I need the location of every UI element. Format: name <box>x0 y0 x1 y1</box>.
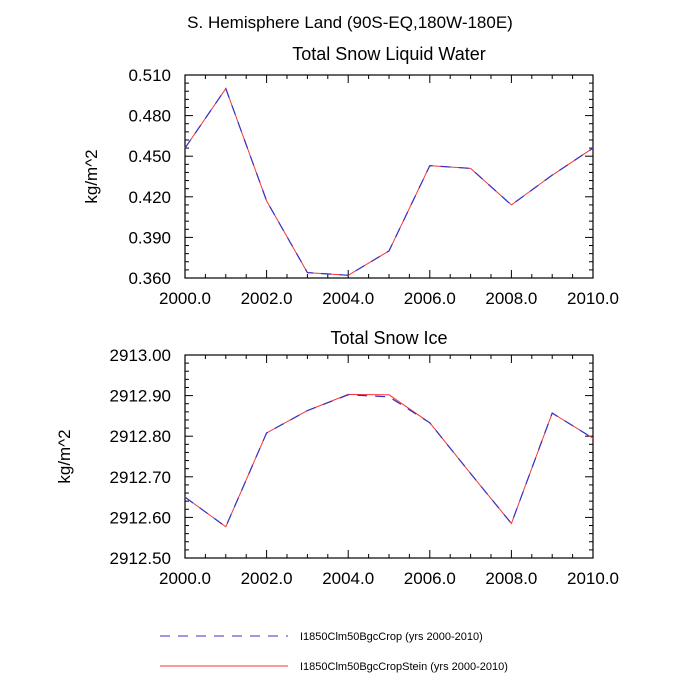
x-tick-label: 2002.0 <box>241 289 293 308</box>
y-tick-label: 2912.80 <box>110 427 171 446</box>
x-tick-label: 2006.0 <box>404 569 456 588</box>
series-line-crop <box>184 394 594 528</box>
plot-frame <box>184 74 594 279</box>
y-tick-label: 0.390 <box>128 228 171 247</box>
figure-title: S. Hemisphere Land (90S-EQ,180W-180E) <box>187 13 513 32</box>
panel-title: Total Snow Ice <box>330 328 447 348</box>
panel-snow-ice: Total Snow Ice kg/m^2 2000.0 2002.0 2004.0 20… <box>55 328 619 588</box>
x-tick-label: 2010.0 <box>567 569 619 588</box>
legend-label-crop: I1850Clm50BgcCrop (yrs 2000-2010) <box>300 631 483 643</box>
y-tick-label: 2912.50 <box>110 549 171 568</box>
y-tick-label: 2913.00 <box>110 346 171 365</box>
x-tick-label: 2004.0 <box>322 289 374 308</box>
x-tick-label: 2000.0 <box>159 289 211 308</box>
y-tick-label: 2912.90 <box>110 387 171 406</box>
y-tick-label: 2912.70 <box>110 468 171 487</box>
x-tick-label: 2008.0 <box>485 569 537 588</box>
series-line-crop <box>184 87 594 276</box>
x-tick-label: 2002.0 <box>241 569 293 588</box>
panel-title: Total Snow Liquid Water <box>292 44 485 64</box>
panel-snow-liquid-water: Total Snow Liquid Water kg/m^2 2000.0 2002.… <box>82 44 619 308</box>
x-tick-label: 2006.0 <box>404 289 456 308</box>
x-tick-label: 2004.0 <box>322 569 374 588</box>
y-axis-label: kg/m^2 <box>82 149 101 203</box>
y-tick-label: 0.480 <box>128 107 171 126</box>
y-tick-label: 2912.60 <box>110 508 171 527</box>
y-tick-label: 0.450 <box>128 147 171 166</box>
y-tick-label: 0.420 <box>128 188 171 207</box>
legend: I1850Clm50BgcCrop (yrs 2000-2010) I1850C… <box>160 631 508 673</box>
series-line-cropstein <box>184 393 594 528</box>
x-tick-label: 2008.0 <box>485 289 537 308</box>
y-tick-label: 0.360 <box>128 269 171 288</box>
series-line-cropstein <box>184 87 594 276</box>
x-tick-label: 2000.0 <box>159 569 211 588</box>
plot-frame <box>184 354 594 559</box>
legend-label-cropstein: I1850Clm50BgcCropStein (yrs 2000-2010) <box>300 661 508 673</box>
y-tick-label: 0.510 <box>128 66 171 85</box>
y-axis-label: kg/m^2 <box>55 429 74 483</box>
x-tick-label: 2010.0 <box>567 289 619 308</box>
